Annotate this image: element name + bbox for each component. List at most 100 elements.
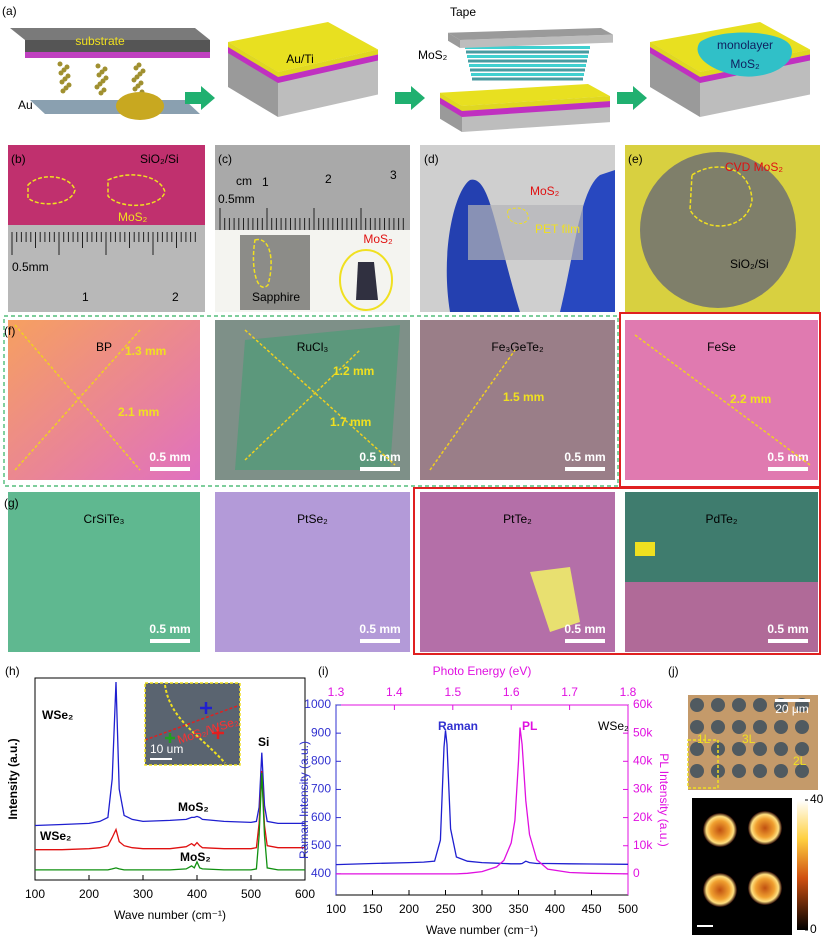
- flake-label: MoS₂: [118, 210, 148, 224]
- x-axis-label: Wave number (cm⁻¹): [114, 908, 226, 922]
- mos2-layer: [465, 46, 590, 49]
- mos2-layer: [466, 50, 589, 54]
- micrograph: [625, 320, 818, 480]
- box-layer: [650, 47, 700, 83]
- pet-film: [468, 205, 583, 260]
- box-side: [460, 34, 613, 48]
- spectrum-line: [336, 727, 629, 875]
- peak-label: Raman: [438, 719, 478, 733]
- dimension-label: 1.7 mm: [330, 415, 371, 429]
- x-tick-label: 350: [508, 902, 528, 916]
- peak-label: WSe₂: [598, 719, 629, 733]
- flake-outline: [252, 238, 272, 288]
- inset: [145, 683, 240, 765]
- pillar: [774, 720, 788, 734]
- y-tick-label: 700: [311, 782, 331, 796]
- y2-tick-label: 0: [633, 866, 640, 880]
- box-layer: [440, 92, 462, 111]
- inset-frame: [144, 682, 241, 766]
- scale-label: 0.5 mm: [767, 450, 808, 464]
- box-layer: [228, 42, 278, 77]
- au-particle: [95, 63, 101, 69]
- dimension-arrow: [14, 329, 141, 471]
- flake: [530, 567, 580, 632]
- panel-label: (a): [2, 4, 17, 18]
- y2-tick-label: 50k: [633, 725, 653, 739]
- y-tick-label: 800: [311, 753, 331, 767]
- x2-tick-label: 1.8: [620, 685, 637, 699]
- panel-label: (c): [218, 152, 232, 166]
- tape-label: Tape: [450, 5, 476, 19]
- marker: [165, 733, 175, 743]
- box-layer: [278, 49, 378, 77]
- marker: [212, 727, 224, 739]
- plot-frame: [335, 704, 629, 896]
- x-tick-label: 200: [399, 902, 419, 916]
- dimension-label: 2.2 mm: [730, 392, 771, 406]
- inset-scale: 10 um: [150, 742, 183, 756]
- region-label: 1L: [697, 732, 711, 746]
- monolayer-label: monolayer: [717, 38, 773, 52]
- y-tick-label: 600: [311, 810, 331, 824]
- scale-label: 0.5 mm: [767, 622, 808, 636]
- ruler-number: 1: [82, 290, 89, 304]
- flake: [635, 542, 655, 556]
- pillar: [795, 742, 809, 756]
- x2-tick-label: 1.6: [503, 685, 520, 699]
- x-tick-label: 400: [187, 887, 207, 901]
- scale-bar: [360, 639, 400, 643]
- pillar: [795, 764, 809, 778]
- peak-label: MoS₂: [180, 850, 211, 864]
- y2-tick-label: 10k: [633, 838, 653, 852]
- scale-label: 20 μm: [775, 702, 809, 716]
- micrograph: [420, 492, 615, 652]
- scale-bar: [565, 467, 605, 471]
- box-top: [440, 84, 610, 106]
- pl-spot: [748, 811, 782, 845]
- pillar: [711, 698, 725, 712]
- pillar: [732, 698, 746, 712]
- dimension-label: 2.1 mm: [118, 405, 159, 419]
- flake-outline: [27, 176, 76, 205]
- box-layer: [278, 54, 378, 83]
- micrograph: [215, 492, 410, 652]
- au-particle: [102, 66, 108, 72]
- au-particle: [138, 80, 144, 86]
- y2-tick-label: 30k: [633, 782, 653, 796]
- boundary: [164, 684, 226, 764]
- material-label: BP: [96, 340, 112, 354]
- scale-label: 0.5 mm: [564, 622, 605, 636]
- box-layer: [462, 96, 610, 111]
- substrate-label: substrate: [75, 34, 125, 48]
- material-label: PtTe₂: [503, 512, 532, 526]
- dimension-label: 1.3 mm: [125, 344, 166, 358]
- peak-label: MoS₂: [178, 800, 209, 814]
- flake-highlight: [339, 249, 393, 311]
- flake: [235, 325, 400, 470]
- colorbar-label: 0: [810, 922, 817, 936]
- x-tick-label: 500: [618, 902, 638, 916]
- scale-bar: [768, 467, 808, 471]
- panel-label: (j): [668, 664, 679, 678]
- wafer: [640, 152, 796, 308]
- scale-bar: [150, 758, 172, 760]
- flake-outline: [689, 166, 753, 227]
- pl-spot: [703, 813, 737, 847]
- x-tick-label: 250: [435, 902, 455, 916]
- shape: [25, 40, 210, 52]
- material-label: Fe₃GeTe₂: [491, 340, 544, 354]
- box-top: [448, 28, 613, 40]
- y-axis-label: Intensity (a.u.): [6, 738, 20, 819]
- micrograph: [8, 320, 200, 480]
- mos2-layer: [467, 55, 588, 58]
- scale-bar: [150, 467, 190, 471]
- box-layer: [228, 47, 278, 83]
- substrate-label: SiO₂/Si: [140, 152, 179, 166]
- boundary: [144, 704, 241, 741]
- x-tick-label: 200: [79, 887, 99, 901]
- pillar: [774, 742, 788, 756]
- dimension-label: 1.5 mm: [503, 390, 544, 404]
- colorbar-label: 4000: [810, 792, 823, 806]
- scale-bar: [150, 639, 190, 643]
- glove: [560, 170, 615, 312]
